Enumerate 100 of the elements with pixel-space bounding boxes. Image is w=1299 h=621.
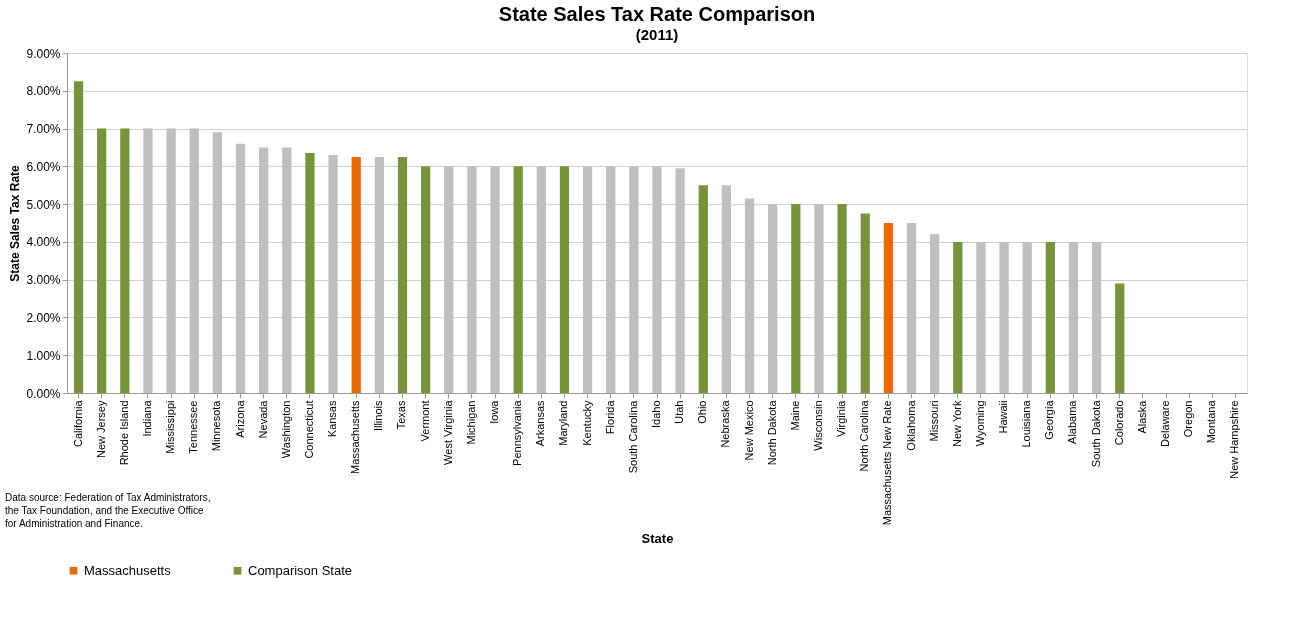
y-tick-label: 5.00% <box>26 197 61 212</box>
x-tick-label: Arkansas <box>534 400 547 447</box>
bar <box>976 241 986 393</box>
chart-title: State Sales Tax Rate Comparison <box>498 3 816 25</box>
x-tick-label: Hawaii <box>997 400 1010 434</box>
x-tick-label: Wisconsin <box>811 400 824 451</box>
x-tick-label: Mississippi <box>164 400 177 454</box>
x-tick-label: Delaware <box>1159 400 1172 447</box>
bar <box>397 156 408 393</box>
bar <box>120 128 130 393</box>
bar <box>652 166 662 393</box>
bar <box>606 166 616 393</box>
source-note: Data source: Federation of Tax Administrators, the Tax Foundation, and the Executive Office for Administration and Finance. <box>5 492 211 529</box>
y-tick-label: 9.00% <box>26 46 61 61</box>
x-tick-label: North Carolina <box>858 399 871 472</box>
bar <box>351 156 361 393</box>
x-tick-label: Oregon <box>1182 400 1195 438</box>
bar <box>559 166 570 393</box>
bar <box>837 204 847 393</box>
x-tick-label: Maine <box>788 400 801 431</box>
bar <box>1045 241 1055 393</box>
chart-subtitle: (2011) <box>635 26 679 43</box>
y-tick-label: 1.00% <box>26 348 61 363</box>
bar <box>467 166 477 393</box>
y-tick-label: 4.00% <box>26 235 61 250</box>
bar <box>305 153 315 393</box>
x-tick-label: Florida <box>603 399 616 435</box>
bar <box>860 213 870 393</box>
x-tick-label: New York <box>950 400 963 447</box>
bar <box>930 234 940 393</box>
x-tick-label: New Hampshire <box>1228 400 1241 479</box>
bar <box>1022 241 1032 393</box>
bar <box>421 166 431 393</box>
x-tick-label: Illinois <box>372 400 385 432</box>
bar <box>1068 241 1079 393</box>
bar <box>675 168 685 393</box>
x-tick-label: Minnesota <box>210 399 223 452</box>
x-tick-label: South Carolina <box>626 399 639 474</box>
x-tick-label: Indiana <box>140 399 153 437</box>
bar <box>1115 283 1125 393</box>
bar <box>166 128 176 393</box>
x-tick-label: Missouri <box>927 400 940 442</box>
y-axis-title: State Sales Tax Rate <box>8 164 23 282</box>
bar <box>883 223 893 393</box>
x-tick-label: Michigan <box>464 400 477 445</box>
x-tick-label: Kansas <box>326 400 339 438</box>
x-tick-label: Washington <box>279 400 292 459</box>
x-tick-label: Montana <box>1205 399 1218 444</box>
x-tick-label: Rhode Island <box>117 400 130 466</box>
bar <box>744 198 755 393</box>
bar <box>97 128 107 393</box>
y-tick-label: 2.00% <box>26 310 61 325</box>
x-tick-label: Arizona <box>233 399 246 438</box>
x-tick-label: Alaska <box>1135 399 1148 434</box>
bar <box>235 143 246 393</box>
y-tick-label: 6.00% <box>26 159 61 174</box>
x-tick-label: New Jersey <box>94 400 107 458</box>
x-tick-label: West Virginia <box>441 399 454 465</box>
x-tick-label: Utah <box>673 400 686 424</box>
x-tick-label: North Dakota <box>765 399 778 466</box>
y-tick-label: 3.00% <box>26 273 61 288</box>
bar <box>999 241 1009 393</box>
bar <box>328 155 338 393</box>
bar <box>189 128 199 393</box>
x-tick-label: Alabama <box>1066 399 1079 444</box>
x-tick-label: South Dakota <box>1089 399 1102 468</box>
bar <box>143 128 153 393</box>
x-tick-label: Wyoming <box>973 400 986 447</box>
bar <box>953 241 963 393</box>
y-tick-label: 0.00% <box>26 386 61 401</box>
bar <box>536 166 546 393</box>
bar <box>259 147 269 393</box>
x-tick-label: Tennessee <box>187 400 200 454</box>
x-tick-label: Virginia <box>835 399 848 437</box>
x-tick-label: Texas <box>395 400 408 430</box>
x-tick-label: Maryland <box>557 400 570 446</box>
x-tick-label: Iowa <box>488 399 501 424</box>
x-tick-label: Oklahoma <box>904 399 917 451</box>
bar <box>768 204 778 393</box>
x-tick-label: Pennsylvania <box>511 399 524 466</box>
x-tick-label: Colorado <box>1112 400 1125 446</box>
bar <box>698 185 708 393</box>
bar <box>212 132 223 393</box>
bar <box>513 166 523 393</box>
bar <box>721 185 732 393</box>
bar <box>73 81 84 393</box>
x-tick-label: Georgia <box>1043 399 1056 440</box>
y-tick-label: 7.00% <box>26 122 61 137</box>
bar <box>444 166 454 393</box>
bar <box>282 147 292 393</box>
x-tick-label: Kentucky <box>580 400 593 446</box>
legend-label: Massachusetts <box>84 562 172 578</box>
x-tick-label: Massachusetts New Rate <box>881 400 894 526</box>
x-tick-label: Nevada <box>256 399 269 439</box>
x-tick-label: Ohio <box>696 400 709 424</box>
bar <box>629 166 639 393</box>
x-tick-label: Idaho <box>650 400 662 429</box>
bar <box>582 166 593 393</box>
x-tick-label: Vermont <box>418 400 431 442</box>
x-tick-label: California <box>71 399 84 447</box>
